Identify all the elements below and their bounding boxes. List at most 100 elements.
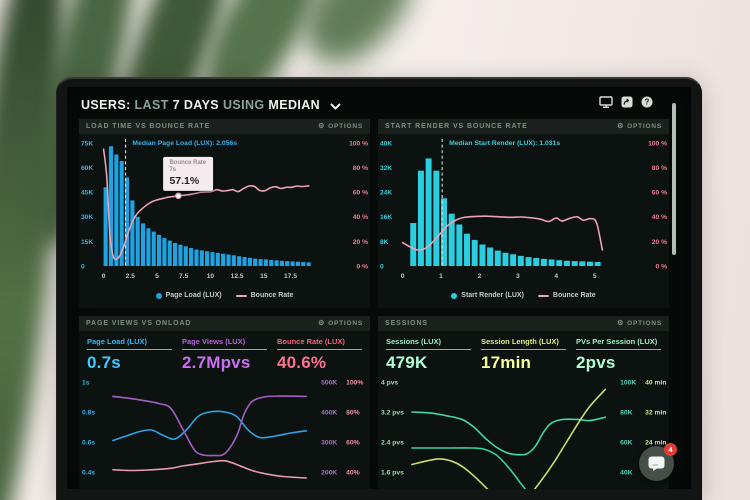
svg-text:60%: 60%: [346, 439, 360, 446]
page-title: USERS: LAST 7 DAYS USING MEDIAN: [81, 98, 341, 113]
metric-value: 479K: [386, 353, 428, 372]
metric-page-load: Page Load (LUX) 0.7s: [87, 337, 172, 373]
notification-badge: 4: [664, 443, 677, 456]
metric-pvs-per-session: PVs Per Session (LUX) 2pvs: [576, 337, 661, 373]
svg-text:3.2 pvs: 3.2 pvs: [381, 409, 404, 416]
svg-text:75K: 75K: [81, 140, 93, 147]
dashboard-header: USERS: LAST 7 DAYS USING MEDIAN: [67, 87, 691, 115]
svg-text:15K: 15K: [81, 239, 93, 246]
svg-text:0: 0: [102, 273, 106, 280]
metric-label: Sessions (LUX): [386, 337, 471, 350]
svg-text:1: 1: [439, 273, 443, 280]
svg-text:60 %: 60 %: [353, 190, 368, 197]
chat-bubble-icon: [648, 456, 665, 471]
svg-text:0: 0: [380, 263, 384, 270]
svg-text:30K: 30K: [81, 214, 93, 221]
tooltip-title: Bounce Rate: [169, 159, 207, 166]
chart-legend: Page Load (LUX) Bounce Rate: [79, 287, 370, 304]
laptop: USERS: LAST 7 DAYS USING MEDIAN: [56, 77, 702, 500]
share-icon[interactable]: [621, 95, 633, 113]
svg-text:0 %: 0 %: [357, 263, 369, 270]
svg-text:60 %: 60 %: [652, 190, 667, 197]
svg-text:60K: 60K: [620, 439, 633, 446]
start-render-chart-area[interactable]: 40K 32K 24K 16K 8K 0 100 % 80 % 60 % 40 % 20 % 0 % 0…: [378, 134, 669, 287]
help-icon[interactable]: ?: [641, 95, 653, 113]
svg-text:2: 2: [478, 273, 482, 280]
panel-grid: LOAD TIME VS BOUNCE RATE ⚙ OPTIONS 75K 60…: [79, 119, 669, 489]
metric-value: 0.7s: [87, 353, 121, 372]
svg-text:5: 5: [593, 273, 597, 280]
using-dim-label: USING: [222, 98, 265, 112]
legend-label: Bounce Rate: [250, 292, 294, 299]
gear-icon: ⚙: [617, 123, 625, 130]
svg-text:40 %: 40 %: [353, 214, 368, 221]
svg-text:40K: 40K: [380, 140, 392, 147]
svg-text:4 pvs: 4 pvs: [381, 379, 399, 386]
options-button[interactable]: ⚙ OPTIONS: [318, 123, 363, 130]
svg-text:80 %: 80 %: [353, 165, 368, 172]
users-label: USERS:: [81, 98, 131, 112]
svg-text:4: 4: [554, 273, 558, 280]
svg-text:0: 0: [401, 273, 405, 280]
svg-text:0 %: 0 %: [656, 263, 668, 270]
svg-text:15: 15: [260, 273, 268, 280]
svg-text:100K: 100K: [620, 379, 636, 386]
tooltip-value: 57.1%: [169, 174, 200, 187]
svg-text:40 min: 40 min: [645, 379, 666, 386]
range-value: 7 DAYS: [172, 98, 220, 112]
legend-label: Start Render (LUX): [461, 292, 524, 299]
options-button[interactable]: ⚙ OPTIONS: [617, 320, 662, 327]
metric-value: 40.6%: [277, 353, 327, 372]
metric-label: Page Load (LUX): [87, 337, 172, 350]
svg-text:32K: 32K: [380, 165, 392, 172]
panel-title: SESSIONS: [385, 320, 428, 327]
median-annotation: Median Page Load (LUX): 2.056s: [132, 140, 238, 147]
svg-text:200K: 200K: [321, 469, 337, 476]
sessions-chart[interactable]: 4 pvs 3.2 pvs 2.4 pvs 1.6 pvs 100K 40 min 80K 3…: [378, 375, 669, 489]
scrollbar[interactable]: [672, 103, 676, 255]
page-views-chart-area[interactable]: 1s 0.8s 0.6s 0.4s 500K 100% 400K 80% 300K 60% 200K…: [79, 375, 370, 489]
panel-sessions-header: SESSIONS ⚙ OPTIONS: [378, 316, 669, 331]
svg-text:300K: 300K: [321, 439, 337, 446]
panel-start-render: START RENDER VS BOUNCE RATE ⚙ OPTIONS 40…: [378, 119, 669, 308]
options-button[interactable]: ⚙ OPTIONS: [318, 320, 363, 327]
options-button[interactable]: ⚙ OPTIONS: [617, 123, 662, 130]
svg-text:80 %: 80 %: [652, 165, 667, 172]
metric-label: Session Length (LUX): [481, 337, 566, 350]
start-render-chart[interactable]: 40K 32K 24K 16K 8K 0 100 % 80 % 60 % 40 % 20 % 0 % 0…: [378, 134, 669, 287]
metric-session-length: Session Length (LUX) 17min: [481, 337, 566, 373]
sessions-chart-area[interactable]: 4 pvs 3.2 pvs 2.4 pvs 1.6 pvs 100K 40 min 80K 3…: [378, 375, 669, 489]
svg-text:80K: 80K: [620, 409, 633, 416]
svg-text:10: 10: [207, 273, 215, 280]
display-icon[interactable]: [599, 95, 613, 113]
svg-text:400K: 400K: [321, 409, 337, 416]
svg-text:40 %: 40 %: [652, 214, 667, 221]
svg-text:16K: 16K: [380, 214, 392, 221]
metric-value: 2.7Mpvs: [182, 353, 251, 372]
svg-text:100%: 100%: [346, 379, 363, 386]
svg-text:2.4 pvs: 2.4 pvs: [381, 439, 404, 446]
page-views-chart[interactable]: 1s 0.8s 0.6s 0.4s 500K 100% 400K 80% 300K 60% 200K…: [79, 375, 370, 489]
svg-text:500K: 500K: [321, 379, 337, 386]
svg-text:7.5: 7.5: [179, 273, 189, 280]
chevron-down-icon[interactable]: [330, 99, 341, 113]
load-time-chart-area[interactable]: 75K 60K 45K 30K 15K 0 100 % 80 % 60 % 40 % 20 % 0 %…: [79, 134, 370, 287]
chat-widget-button[interactable]: 4: [639, 443, 677, 481]
panel-page-views: PAGE VIEWS VS ONLOAD ⚙ OPTIONS Page Load…: [79, 316, 370, 489]
gear-icon: ⚙: [617, 320, 625, 327]
svg-text:24 min: 24 min: [645, 439, 666, 446]
metric-value: 17min: [481, 353, 532, 372]
plant-leaf: [285, 0, 431, 81]
svg-text:40%: 40%: [346, 469, 360, 476]
metric-label: Bounce Rate (LUX): [277, 337, 362, 350]
gear-icon: ⚙: [318, 123, 326, 130]
metric-value: MEDIAN: [268, 98, 321, 112]
panel-start-render-header: START RENDER VS BOUNCE RATE ⚙ OPTIONS: [378, 119, 669, 134]
metric-bounce-rate: Bounce Rate (LUX) 40.6%: [277, 337, 362, 373]
svg-text:12.5: 12.5: [231, 273, 244, 280]
load-time-chart[interactable]: 75K 60K 45K 30K 15K 0 100 % 80 % 60 % 40 % 20 % 0 %…: [79, 134, 370, 287]
svg-text:20 %: 20 %: [353, 239, 368, 246]
panel-title: PAGE VIEWS VS ONLOAD: [86, 320, 192, 327]
svg-text:60K: 60K: [81, 165, 93, 172]
metric-label: PVs Per Session (LUX): [576, 337, 661, 350]
